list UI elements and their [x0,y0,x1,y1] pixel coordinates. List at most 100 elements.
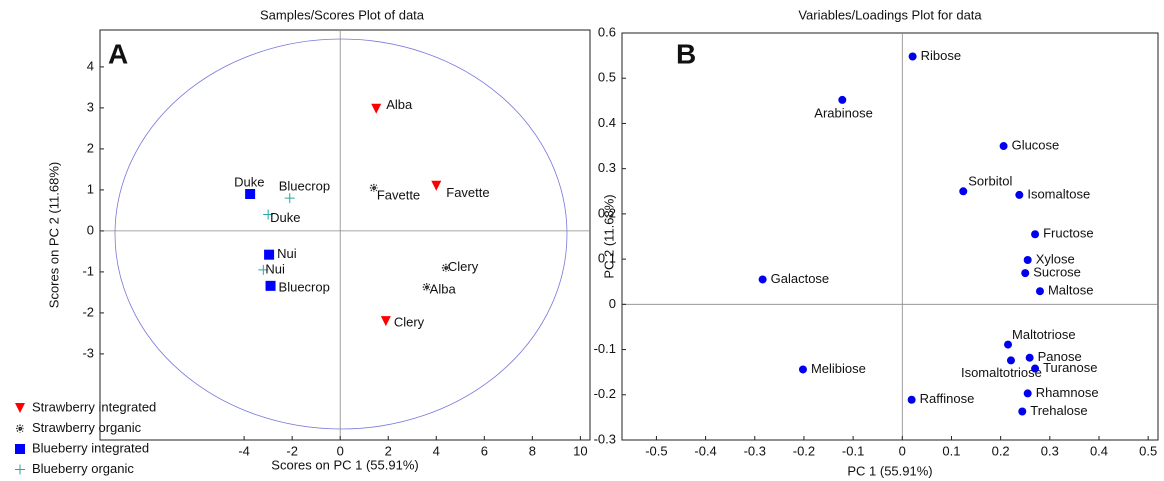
point [441,263,450,272]
point-label: Melibiose [811,361,866,376]
point-label: Nui [277,246,297,261]
point [1023,256,1032,265]
point-label: Isomaltose [1027,186,1090,201]
point-label: Glucose [1012,137,1060,152]
y-tick-label: -1 [82,263,94,278]
point-label: Galactose [771,271,830,286]
legend-label: Strawberry organic [32,420,142,435]
point [1015,190,1024,199]
legend-label: Blueberry integrated [32,440,149,455]
point-label: Raffinose [920,391,975,406]
point-label: Isomaltotriose [961,365,1042,380]
y-tick-label: 0.5 [598,70,616,85]
x-tick-label: -0.2 [793,443,815,458]
point [263,209,274,220]
point [258,264,269,275]
point-label: Maltotriose [1012,327,1076,342]
x-axis-label: Scores on PC 1 (55.91%) [271,457,418,472]
x-tick-label: -4 [238,443,250,458]
point [16,424,24,433]
x-tick-label: -2 [286,443,298,458]
point [999,142,1008,151]
point [422,283,431,292]
point [15,403,25,413]
y-tick-label: 0.2 [598,205,616,220]
point-label: Fructose [1043,226,1094,241]
point [1025,353,1034,362]
point-label: Bluecrop [279,279,330,294]
point [15,444,25,454]
point [1004,340,1013,349]
point-label: Arabinose [814,105,873,120]
x-tick-label: -0.4 [694,443,716,458]
x-tick-label: 0.3 [1041,443,1059,458]
point [1018,407,1027,416]
point [380,316,391,327]
plot-frame [621,32,1159,441]
plot-frame [99,29,591,441]
point [908,52,917,61]
y-tick-label: -2 [82,304,94,319]
point-label: Nui [265,261,285,276]
point-label: Maltose [1048,283,1094,298]
legend-label: Blueberry organic [32,461,134,476]
y-tick-label: 0 [87,222,94,237]
point-label: Sucrose [1033,265,1081,280]
point [1031,230,1040,239]
x-tick-label: 8 [529,443,536,458]
y-axis-label: Scores on PC 2 (11.68%) [46,162,61,308]
y-tick-label: 0.4 [598,115,616,130]
point [1031,364,1040,373]
x-tick-label: 10 [573,443,587,458]
legend-label: Strawberry integrated [32,399,156,414]
point-label: Panose [1038,349,1082,364]
chart-title: Samples/Scores Plot of data [260,7,425,22]
point [1006,356,1015,365]
point-label: Sorbitol [968,174,1012,189]
point-label: Rhamnose [1036,385,1099,400]
y-tick-label: -0.2 [594,386,616,401]
panel-label: A [108,38,128,69]
chart-title: Variables/Loadings Plot for data [798,7,982,22]
x-tick-label: 6 [481,443,488,458]
y-tick-label: 2 [87,140,94,155]
point [371,103,382,114]
x-tick-label: 0 [899,443,906,458]
x-tick-label: 0.4 [1090,443,1108,458]
point [431,180,442,191]
point-label: Duke [234,174,264,189]
y-tick-label: 4 [87,58,94,73]
point [284,193,295,204]
y-tick-label: -0.1 [594,341,616,356]
point-label: Favette [377,187,420,202]
panel-label: B [676,38,696,69]
point-label: Bluecrop [279,179,330,194]
point [1023,389,1032,398]
point-label: Xylose [1036,251,1075,266]
point-label: Ribose [921,48,961,63]
y-tick-label: 1 [87,181,94,196]
x-tick-label: 4 [433,443,440,458]
y-tick-label: 0.6 [598,24,616,39]
x-tick-label: 0.1 [942,443,960,458]
x-tick-label: 0.2 [992,443,1010,458]
point [245,189,256,199]
point-label: Alba [430,282,457,297]
x-tick-label: 0 [337,443,344,458]
point-label: Trehalose [1030,403,1087,418]
x-tick-label: 0.5 [1139,443,1157,458]
point-label: Duke [270,210,300,225]
x-tick-label: -0.1 [842,443,864,458]
point-label: Turanose [1043,360,1097,375]
y-tick-label: 3 [87,99,94,114]
point [798,365,807,374]
point [264,249,275,260]
point [265,280,276,291]
y-tick-label: 0 [609,296,616,311]
point-label: Alba [386,97,413,112]
y-tick-label: -0.3 [594,431,616,446]
point [959,187,968,196]
point-label: Clery [394,315,425,330]
x-tick-label: -0.3 [744,443,766,458]
